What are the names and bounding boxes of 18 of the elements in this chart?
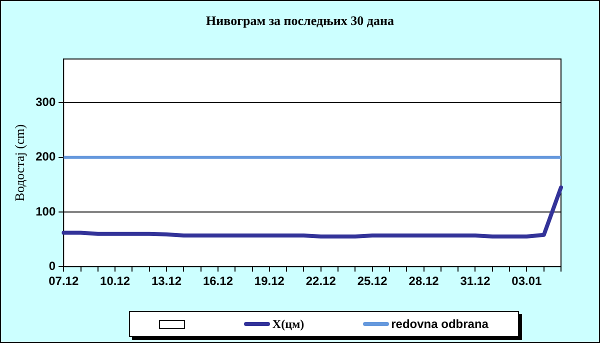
x-tick-label: 28.12 bbox=[408, 274, 440, 288]
x-tick-label: 03.01 bbox=[512, 274, 542, 288]
legend-label: redovna odbrana bbox=[391, 317, 488, 331]
x-tick-label: 19.12 bbox=[254, 274, 285, 288]
y-tick-label: 200 bbox=[36, 150, 56, 164]
x-tick-label: 13.12 bbox=[152, 274, 182, 288]
y-axis-title: Водостај (cm) bbox=[12, 124, 28, 202]
chart-title: Нивограм за последњих 30 дана bbox=[205, 13, 395, 29]
x-tick-label: 16.12 bbox=[202, 274, 234, 288]
x-tick-label: 25.12 bbox=[357, 274, 388, 288]
y-tick-label: 100 bbox=[36, 204, 56, 218]
legend-label: X(цм) bbox=[272, 316, 304, 332]
x-tick-label: 22.12 bbox=[306, 274, 336, 288]
y-tick-label: 0 bbox=[48, 258, 56, 273]
x-tick-label: 31.12 bbox=[460, 274, 491, 288]
x-tick-label: 10.12 bbox=[100, 274, 130, 288]
y-tick-label: 300 bbox=[36, 95, 56, 110]
x-tick-label: 07.12 bbox=[48, 274, 79, 288]
